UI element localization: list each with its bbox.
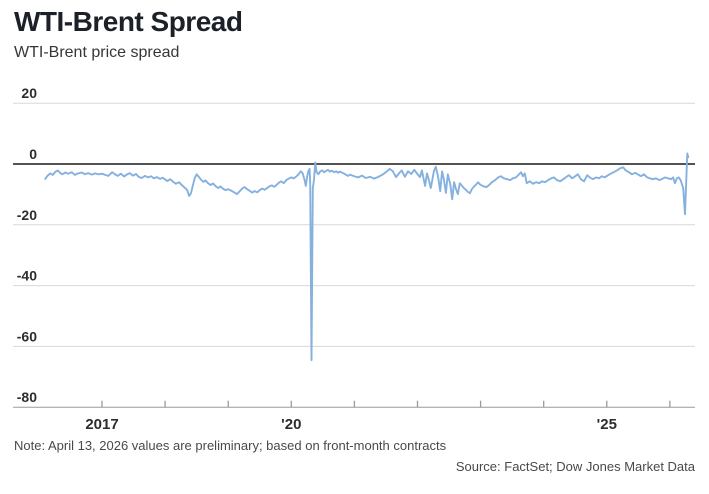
x-tick-label: '25 [597, 416, 617, 433]
x-tick-label: '20 [281, 416, 301, 433]
series-line [44, 152, 690, 362]
chart-note: Note: April 13, 2026 values are prelimin… [14, 438, 447, 453]
y-tick-label: -60 [17, 328, 37, 344]
y-tick-label: -80 [17, 389, 37, 405]
page-title: WTI-Brent Spread [14, 6, 243, 37]
y-tick-label: 20 [21, 85, 37, 101]
y-tick-label: -40 [17, 268, 37, 284]
y-tick-label: 0 [29, 146, 37, 162]
chart-header: WTI-Brent Spread WTI-Brent price spread [14, 6, 243, 62]
y-tick-label: -20 [17, 207, 37, 223]
chart-source: Source: FactSet; Dow Jones Market Data [455, 459, 695, 474]
x-tick-label: 2017 [85, 416, 118, 433]
chart-subtitle: WTI-Brent price spread [14, 44, 180, 62]
